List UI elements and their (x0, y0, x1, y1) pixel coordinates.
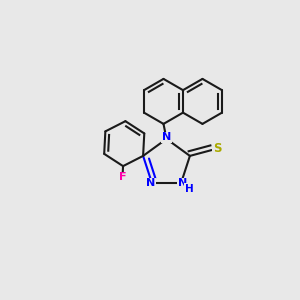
Text: S: S (213, 142, 221, 155)
Text: N: N (146, 178, 155, 188)
Text: N: N (162, 132, 171, 142)
Text: F: F (119, 172, 126, 182)
Text: N: N (178, 178, 187, 188)
Text: H: H (185, 184, 194, 194)
